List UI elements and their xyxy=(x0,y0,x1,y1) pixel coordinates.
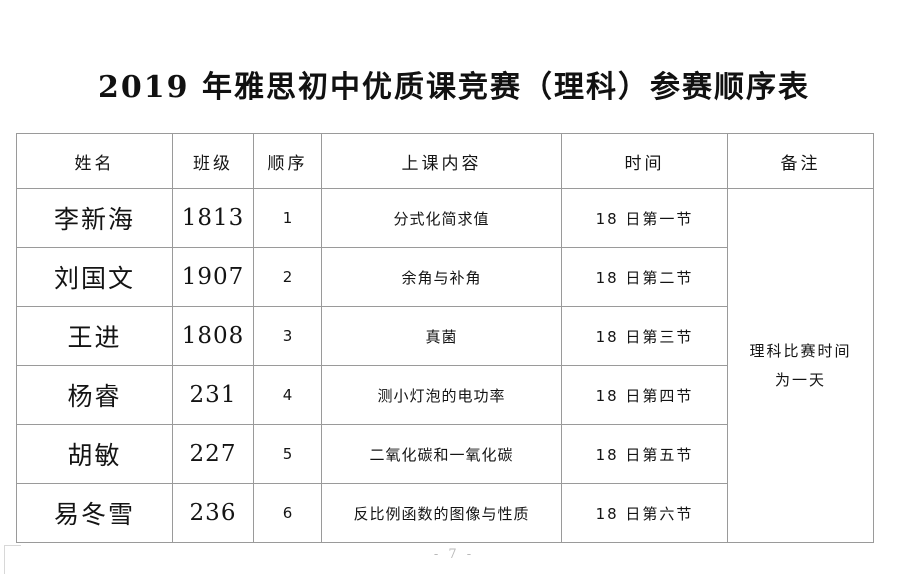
column-header-content: 上课内容 xyxy=(321,133,562,189)
column-header-remark: 备注 xyxy=(727,133,874,189)
cell-content: 分式化简求值 xyxy=(321,188,562,248)
page-number: - 7 - xyxy=(433,547,475,562)
page-crop-mark xyxy=(4,545,21,574)
cell-order: 4 xyxy=(253,365,322,425)
cell-name: 刘国文 xyxy=(16,247,173,307)
cell-name: 易冬雪 xyxy=(16,483,173,543)
column-header-time: 时间 xyxy=(561,133,728,189)
cell-name: 王进 xyxy=(16,306,173,366)
cell-content: 二氧化碳和一氧化碳 xyxy=(321,424,562,484)
cell-order: 6 xyxy=(253,483,322,543)
cell-class: 1808 xyxy=(172,306,254,366)
cell-time: 18 日第三节 xyxy=(561,306,728,366)
order-table-container: 姓名 班级 顺序 上课内容 时间 备注 李新海 1813 1 分式化简求值 18… xyxy=(16,133,874,543)
cell-order: 3 xyxy=(253,306,322,366)
table-row: 刘国文 1907 2 余角与补角 18 日第二节 xyxy=(16,247,874,307)
table-row: 易冬雪 236 6 反比例函数的图像与性质 18 日第六节 xyxy=(16,483,874,543)
cell-class: 227 xyxy=(172,424,254,484)
cell-name: 胡敏 xyxy=(16,424,173,484)
column-header-order: 顺序 xyxy=(253,133,322,189)
cell-class: 231 xyxy=(172,365,254,425)
cell-class: 236 xyxy=(172,483,254,543)
cell-time: 18 日第一节 xyxy=(561,188,728,248)
cell-content: 真菌 xyxy=(321,306,562,366)
table-row: 王进 1808 3 真菌 18 日第三节 xyxy=(16,306,874,366)
cell-order: 2 xyxy=(253,247,322,307)
remark-line-1: 理科比赛时间 xyxy=(749,342,852,360)
cell-time: 18 日第五节 xyxy=(561,424,728,484)
table-header-row: 姓名 班级 顺序 上课内容 时间 备注 xyxy=(16,133,874,189)
participation-order-table: 姓名 班级 顺序 上课内容 时间 备注 李新海 1813 1 分式化简求值 18… xyxy=(16,133,874,543)
table-row: 杨睿 231 4 测小灯泡的电功率 18 日第四节 xyxy=(16,365,874,425)
cell-time: 18 日第四节 xyxy=(561,365,728,425)
cell-time: 18 日第六节 xyxy=(561,483,728,543)
page-title: 2019 年雅思初中优质课竞赛（理科）参赛顺序表 xyxy=(98,70,810,105)
cell-class: 1907 xyxy=(172,247,254,307)
cell-content: 余角与补角 xyxy=(321,247,562,307)
cell-name: 杨睿 xyxy=(16,365,173,425)
cell-class: 1813 xyxy=(172,188,254,248)
cell-name: 李新海 xyxy=(16,188,173,248)
table-row: 李新海 1813 1 分式化简求值 18 日第一节 理科比赛时间 为一天 xyxy=(16,188,874,543)
cell-remark-merged: 理科比赛时间 为一天 xyxy=(727,188,874,543)
cell-order: 1 xyxy=(253,188,322,248)
cell-time: 18 日第二节 xyxy=(561,247,728,307)
column-header-class: 班级 xyxy=(172,133,254,189)
remark-line-2: 为一天 xyxy=(774,370,826,389)
cell-content: 反比例函数的图像与性质 xyxy=(321,483,562,543)
cell-content: 测小灯泡的电功率 xyxy=(321,365,562,425)
column-header-name: 姓名 xyxy=(16,133,173,189)
cell-order: 5 xyxy=(253,424,322,484)
